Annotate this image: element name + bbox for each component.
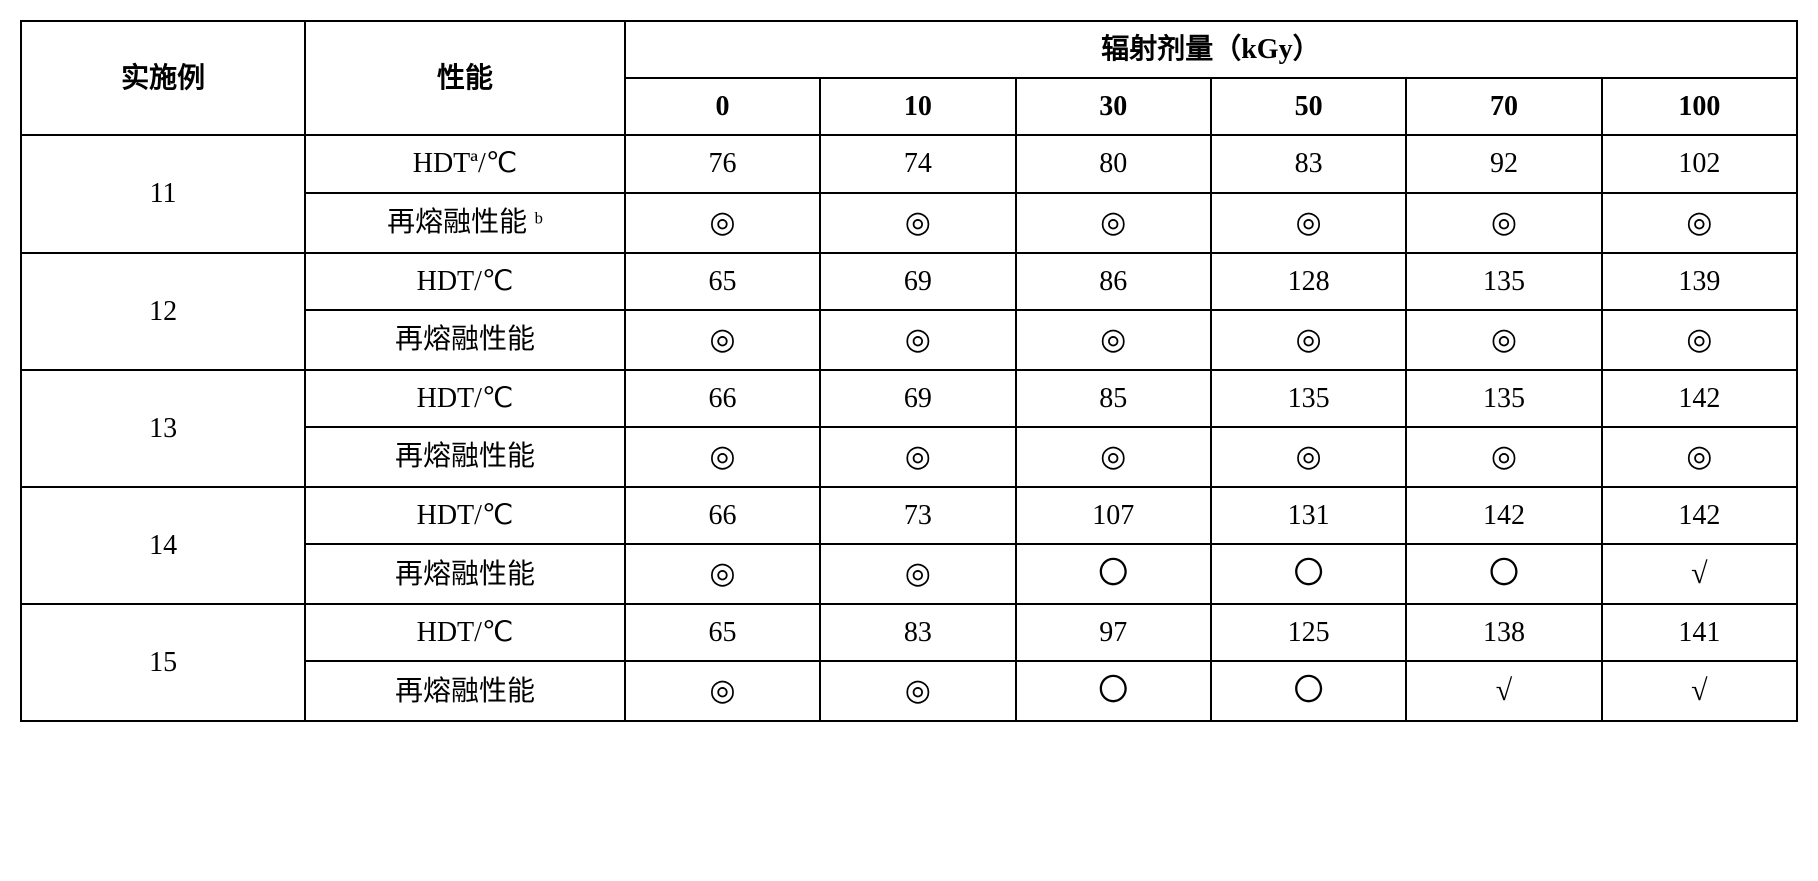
symbol-cell: 〇	[1016, 661, 1211, 721]
symbol-cell: ◎	[1406, 310, 1601, 370]
property-cell: HDT/℃	[305, 370, 625, 427]
symbol-cell: ◎	[625, 310, 820, 370]
value-cell: 107	[1016, 487, 1211, 544]
value-cell: 141	[1602, 604, 1797, 661]
header-row-1: 实施例 性能 辐射剂量（kGy）	[21, 21, 1797, 78]
example-cell: 15	[21, 604, 305, 721]
value-cell: 69	[820, 253, 1015, 310]
symbol-cell: ◎	[1211, 193, 1406, 253]
symbol-cell: ◎	[820, 661, 1015, 721]
symbol-cell: ◎	[1602, 310, 1797, 370]
value-cell: 85	[1016, 370, 1211, 427]
property-cell: HDT/℃	[305, 253, 625, 310]
example-cell: 14	[21, 487, 305, 604]
header-dose-0: 0	[625, 78, 820, 135]
example-cell: 11	[21, 135, 305, 252]
table-body: 11 HDTª/℃ 76 74 80 83 92 102 再熔融性能 ᵇ ◎ ◎…	[21, 135, 1797, 721]
value-cell: 97	[1016, 604, 1211, 661]
symbol-cell: ◎	[1602, 427, 1797, 487]
header-dose-2: 30	[1016, 78, 1211, 135]
header-dose-group: 辐射剂量（kGy）	[625, 21, 1797, 78]
value-cell: 80	[1016, 135, 1211, 192]
symbol-cell: ◎	[625, 544, 820, 604]
header-dose-4: 70	[1406, 78, 1601, 135]
symbol-cell: 〇	[1016, 544, 1211, 604]
value-cell: 135	[1211, 370, 1406, 427]
property-cell: 再熔融性能	[305, 544, 625, 604]
symbol-cell: 〇	[1211, 661, 1406, 721]
symbol-cell: ◎	[1016, 427, 1211, 487]
property-cell: 再熔融性能	[305, 661, 625, 721]
value-cell: 66	[625, 370, 820, 427]
example-cell: 13	[21, 370, 305, 487]
value-cell: 83	[1211, 135, 1406, 192]
symbol-cell: ◎	[820, 427, 1015, 487]
property-cell: 再熔融性能	[305, 427, 625, 487]
value-cell: 74	[820, 135, 1015, 192]
header-dose-1: 10	[820, 78, 1015, 135]
table-row: 12 HDT/℃ 65 69 86 128 135 139	[21, 253, 1797, 310]
symbol-cell: ◎	[1406, 193, 1601, 253]
value-cell: 73	[820, 487, 1015, 544]
symbol-cell: ◎	[1016, 193, 1211, 253]
symbol-cell: ◎	[1211, 427, 1406, 487]
example-cell: 12	[21, 253, 305, 370]
symbol-cell: √	[1602, 661, 1797, 721]
value-cell: 135	[1406, 370, 1601, 427]
value-cell: 65	[625, 253, 820, 310]
value-cell: 142	[1406, 487, 1601, 544]
value-cell: 142	[1602, 370, 1797, 427]
header-property: 性能	[305, 21, 625, 135]
property-cell: HDT/℃	[305, 487, 625, 544]
symbol-cell: √	[1406, 661, 1601, 721]
data-table-container: 实施例 性能 辐射剂量（kGy） 0 10 30 50 70 100 11 HD…	[20, 20, 1798, 722]
value-cell: 69	[820, 370, 1015, 427]
value-cell: 139	[1602, 253, 1797, 310]
value-cell: 76	[625, 135, 820, 192]
value-cell: 92	[1406, 135, 1601, 192]
symbol-cell: 〇	[1211, 544, 1406, 604]
symbol-cell: ◎	[1016, 310, 1211, 370]
header-dose-3: 50	[1211, 78, 1406, 135]
header-dose-5: 100	[1602, 78, 1797, 135]
symbol-cell: ◎	[625, 193, 820, 253]
symbol-cell: ◎	[1211, 310, 1406, 370]
value-cell: 66	[625, 487, 820, 544]
value-cell: 131	[1211, 487, 1406, 544]
property-cell: HDT/℃	[305, 604, 625, 661]
table-row: 15 HDT/℃ 65 83 97 125 138 141	[21, 604, 1797, 661]
property-cell: 再熔融性能	[305, 310, 625, 370]
value-cell: 125	[1211, 604, 1406, 661]
value-cell: 102	[1602, 135, 1797, 192]
value-cell: 135	[1406, 253, 1601, 310]
table-header: 实施例 性能 辐射剂量（kGy） 0 10 30 50 70 100	[21, 21, 1797, 135]
symbol-cell: ◎	[625, 427, 820, 487]
table-row: 14 HDT/℃ 66 73 107 131 142 142	[21, 487, 1797, 544]
value-cell: 142	[1602, 487, 1797, 544]
header-example: 实施例	[21, 21, 305, 135]
table-row: 13 HDT/℃ 66 69 85 135 135 142	[21, 370, 1797, 427]
symbol-cell: ◎	[625, 661, 820, 721]
symbol-cell: 〇	[1406, 544, 1601, 604]
symbol-cell: √	[1602, 544, 1797, 604]
symbol-cell: ◎	[1602, 193, 1797, 253]
property-cell: 再熔融性能 ᵇ	[305, 193, 625, 253]
value-cell: 83	[820, 604, 1015, 661]
table-row: 11 HDTª/℃ 76 74 80 83 92 102	[21, 135, 1797, 192]
value-cell: 138	[1406, 604, 1601, 661]
property-cell: HDTª/℃	[305, 135, 625, 192]
symbol-cell: ◎	[820, 193, 1015, 253]
symbol-cell: ◎	[1406, 427, 1601, 487]
symbol-cell: ◎	[820, 544, 1015, 604]
symbol-cell: ◎	[820, 310, 1015, 370]
value-cell: 128	[1211, 253, 1406, 310]
value-cell: 65	[625, 604, 820, 661]
value-cell: 86	[1016, 253, 1211, 310]
radiation-dose-table: 实施例 性能 辐射剂量（kGy） 0 10 30 50 70 100 11 HD…	[20, 20, 1798, 722]
